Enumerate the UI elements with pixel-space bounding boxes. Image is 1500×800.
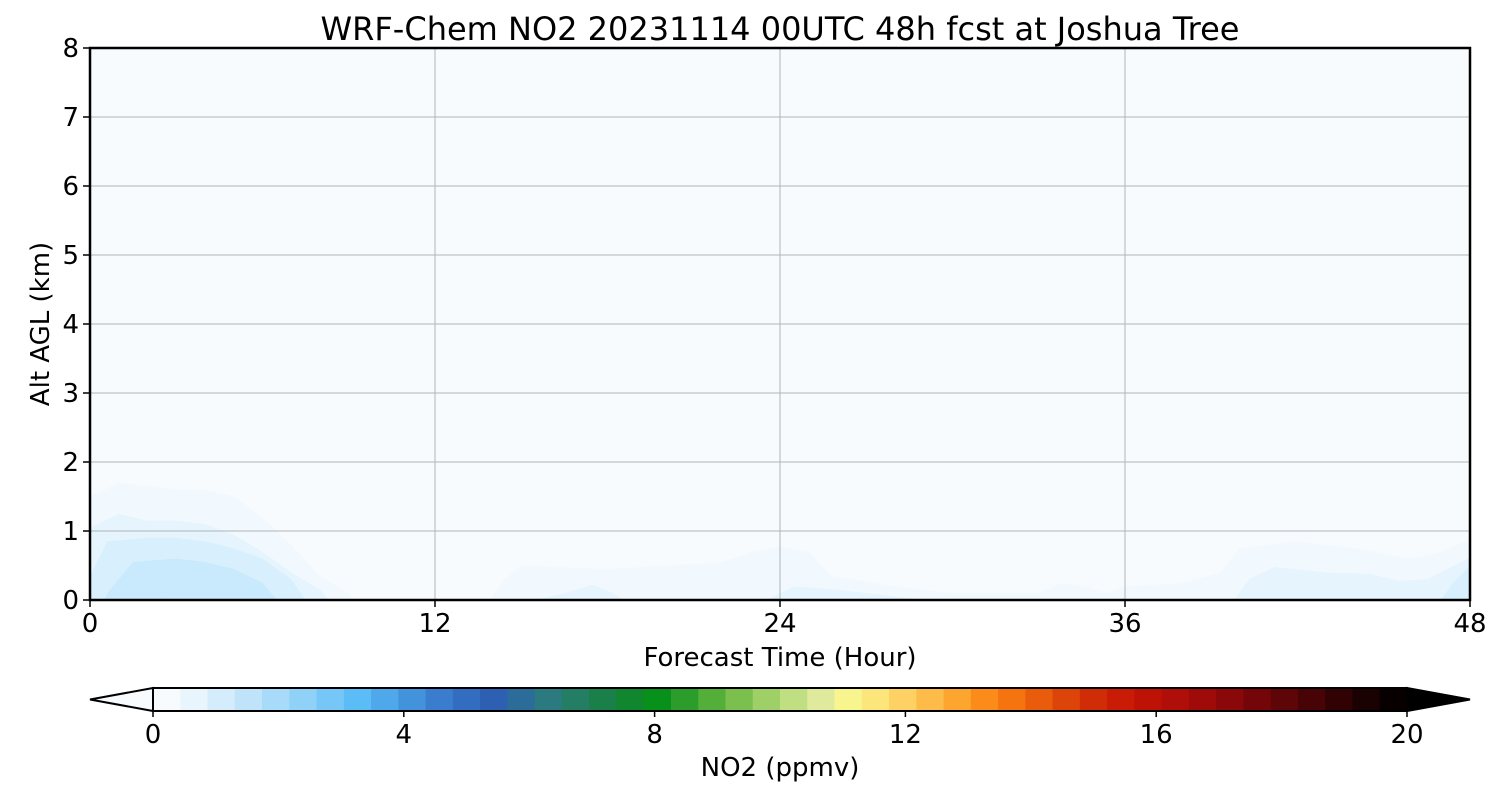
colorbar-swatch bbox=[452, 688, 481, 711]
no2-contour-fill bbox=[90, 482, 1471, 600]
colorbar-swatch bbox=[834, 688, 863, 711]
colorbar-swatch bbox=[1379, 688, 1408, 711]
x-tick-label: 36 bbox=[1108, 609, 1141, 639]
colorbar-swatch bbox=[316, 688, 345, 711]
colorbar-swatch bbox=[425, 688, 454, 711]
colorbar-swatch bbox=[589, 688, 618, 711]
contour-region-5 bbox=[489, 539, 1471, 600]
colorbar-tick-label: 0 bbox=[145, 720, 162, 750]
colorbar-tick-label: 16 bbox=[1140, 720, 1173, 750]
colorbar-swatch bbox=[234, 688, 263, 711]
colorbar-swatch bbox=[889, 688, 917, 711]
colorbar-swatch bbox=[916, 688, 945, 711]
contour-region-3 bbox=[104, 558, 277, 600]
x-axis-label: Forecast Time (Hour) bbox=[643, 643, 916, 673]
y-tick-label: 3 bbox=[62, 379, 79, 409]
colorbar-swatch bbox=[970, 688, 999, 711]
colorbar-swatch bbox=[398, 688, 427, 711]
contour-region-9 bbox=[1441, 565, 1470, 600]
colorbar-swatch bbox=[1052, 688, 1081, 711]
colorbar: 0 4 8 12 16 20 bbox=[89, 686, 1471, 750]
colorbar-swatch bbox=[1325, 688, 1354, 711]
colorbar-swatch bbox=[262, 688, 290, 711]
colorbar-swatch bbox=[153, 688, 181, 711]
colorbar-swatch bbox=[1270, 688, 1299, 711]
colorbar-swatch bbox=[1216, 688, 1245, 711]
x-tick-label: 24 bbox=[763, 609, 796, 639]
colorbar-swatch bbox=[343, 688, 372, 711]
colorbar-swatch bbox=[1352, 688, 1381, 711]
contour-region-6 bbox=[535, 584, 625, 600]
colorbar-swatch bbox=[1079, 688, 1108, 711]
y-tick-label: 0 bbox=[62, 586, 79, 616]
y-tick-label: 6 bbox=[62, 172, 79, 202]
colorbar-swatch bbox=[1134, 688, 1163, 711]
y-tick-label: 8 bbox=[62, 34, 79, 64]
colorbar-frame bbox=[152, 687, 1408, 712]
x-tick-label: 48 bbox=[1453, 609, 1486, 639]
colorbar-swatch bbox=[534, 688, 563, 711]
chart-title: WRF-Chem NO2 20231114 00UTC 48h fcst at … bbox=[321, 10, 1240, 48]
y-tick-label: 4 bbox=[62, 310, 79, 340]
colorbar-swatch bbox=[371, 688, 399, 711]
colorbar-swatch bbox=[1297, 688, 1326, 711]
colorbar-swatch bbox=[1161, 688, 1190, 711]
contour-region-8 bbox=[1234, 557, 1470, 600]
y-axis-label: Alt AGL (km) bbox=[26, 242, 56, 406]
colorbar-swatch bbox=[1188, 688, 1217, 711]
colorbar-swatch bbox=[943, 688, 972, 711]
colorbar-swatch bbox=[480, 688, 508, 711]
y-axis: 0 1 2 3 4 5 6 7 8 bbox=[62, 34, 90, 616]
x-tick-label: 0 bbox=[82, 609, 99, 639]
colorbar-swatch bbox=[289, 688, 318, 711]
colorbar-swatch bbox=[207, 688, 236, 711]
colorbar-tick-label: 4 bbox=[396, 720, 413, 750]
x-tick-label: 12 bbox=[418, 609, 451, 639]
colorbar-swatch bbox=[725, 688, 754, 711]
colorbar-tick-label: 20 bbox=[1390, 720, 1423, 750]
colorbar-label: NO2 (ppmv) bbox=[701, 753, 860, 783]
colorbar-swatch bbox=[1025, 688, 1054, 711]
colorbar-swatch bbox=[998, 688, 1026, 711]
y-tick-label: 2 bbox=[62, 448, 79, 478]
x-axis: 0 12 24 36 48 bbox=[82, 600, 1487, 639]
colorbar-swatch bbox=[698, 688, 727, 711]
colorbar-swatch bbox=[507, 688, 536, 711]
colorbar-extend-min bbox=[89, 686, 154, 713]
colorbar-swatch bbox=[643, 688, 672, 711]
y-tick-label: 1 bbox=[62, 517, 79, 547]
contour-region-7 bbox=[765, 586, 924, 600]
colorbar-tick-label: 12 bbox=[889, 720, 922, 750]
colorbar-swatch bbox=[752, 688, 781, 711]
colorbar-swatch bbox=[670, 688, 699, 711]
colorbar-swatch bbox=[780, 688, 808, 711]
y-tick-label: 5 bbox=[62, 241, 79, 271]
colorbar-swatch bbox=[807, 688, 836, 711]
colorbar-swatch bbox=[1107, 688, 1135, 711]
colorbar-tick-label: 8 bbox=[646, 720, 663, 750]
colorbar-swatch bbox=[180, 688, 209, 711]
y-tick-label: 7 bbox=[62, 103, 79, 133]
colorbar-swatch bbox=[616, 688, 645, 711]
colorbar-swatch bbox=[861, 688, 890, 711]
colorbar-swatch bbox=[561, 688, 590, 711]
colorbar-extend-max bbox=[1406, 686, 1471, 713]
colorbar-swatch bbox=[1243, 688, 1272, 711]
contour-region-4 bbox=[133, 589, 234, 600]
